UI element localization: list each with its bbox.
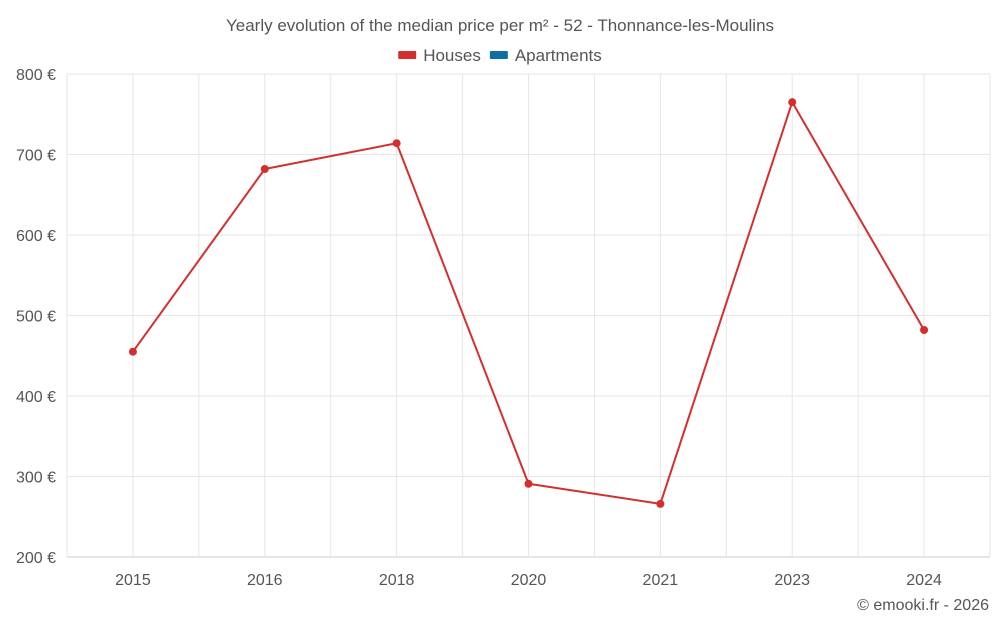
series-layer <box>128 98 929 508</box>
x-tick-label: 2021 <box>643 572 679 589</box>
data-point[interactable] <box>920 325 929 334</box>
y-tick-label: 400 € <box>16 389 56 406</box>
legend-swatch <box>398 51 417 59</box>
data-point[interactable] <box>392 139 401 148</box>
y-axis: 200 € 300 € 400 € 500 € 600 € 700 € 800 € <box>16 67 56 567</box>
x-tick-label: 2023 <box>774 572 810 589</box>
x-tick-label: 2020 <box>511 572 547 589</box>
legend: Houses Apartments <box>398 46 602 65</box>
data-point[interactable] <box>788 98 797 107</box>
data-point[interactable] <box>128 347 137 356</box>
x-tick-label: 2015 <box>115 572 151 589</box>
legend-label: Apartments <box>515 46 602 65</box>
data-point[interactable] <box>260 164 269 173</box>
grid <box>66 73 991 558</box>
data-point[interactable] <box>656 499 665 508</box>
x-tick-label: 2018 <box>379 572 415 589</box>
y-tick-label: 700 € <box>16 148 56 165</box>
y-tick-label: 200 € <box>16 550 56 567</box>
x-axis: 2015 2016 2018 2020 2021 2023 2024 <box>115 572 942 589</box>
y-tick-label: 300 € <box>16 470 56 487</box>
data-point[interactable] <box>524 479 533 488</box>
y-tick-label: 800 € <box>16 67 56 84</box>
chart-title: Yearly evolution of the median price per… <box>226 16 774 35</box>
y-tick-label: 600 € <box>16 228 56 245</box>
legend-swatch <box>489 51 508 59</box>
y-tick-label: 500 € <box>16 309 56 326</box>
credit-text: © emooki.fr - 2026 <box>857 597 989 614</box>
legend-item[interactable]: Apartments <box>489 46 602 65</box>
x-tick-label: 2016 <box>247 572 283 589</box>
x-tick-label: 2024 <box>906 572 942 589</box>
legend-label: Houses <box>423 46 481 65</box>
legend-item[interactable]: Houses <box>398 46 481 65</box>
